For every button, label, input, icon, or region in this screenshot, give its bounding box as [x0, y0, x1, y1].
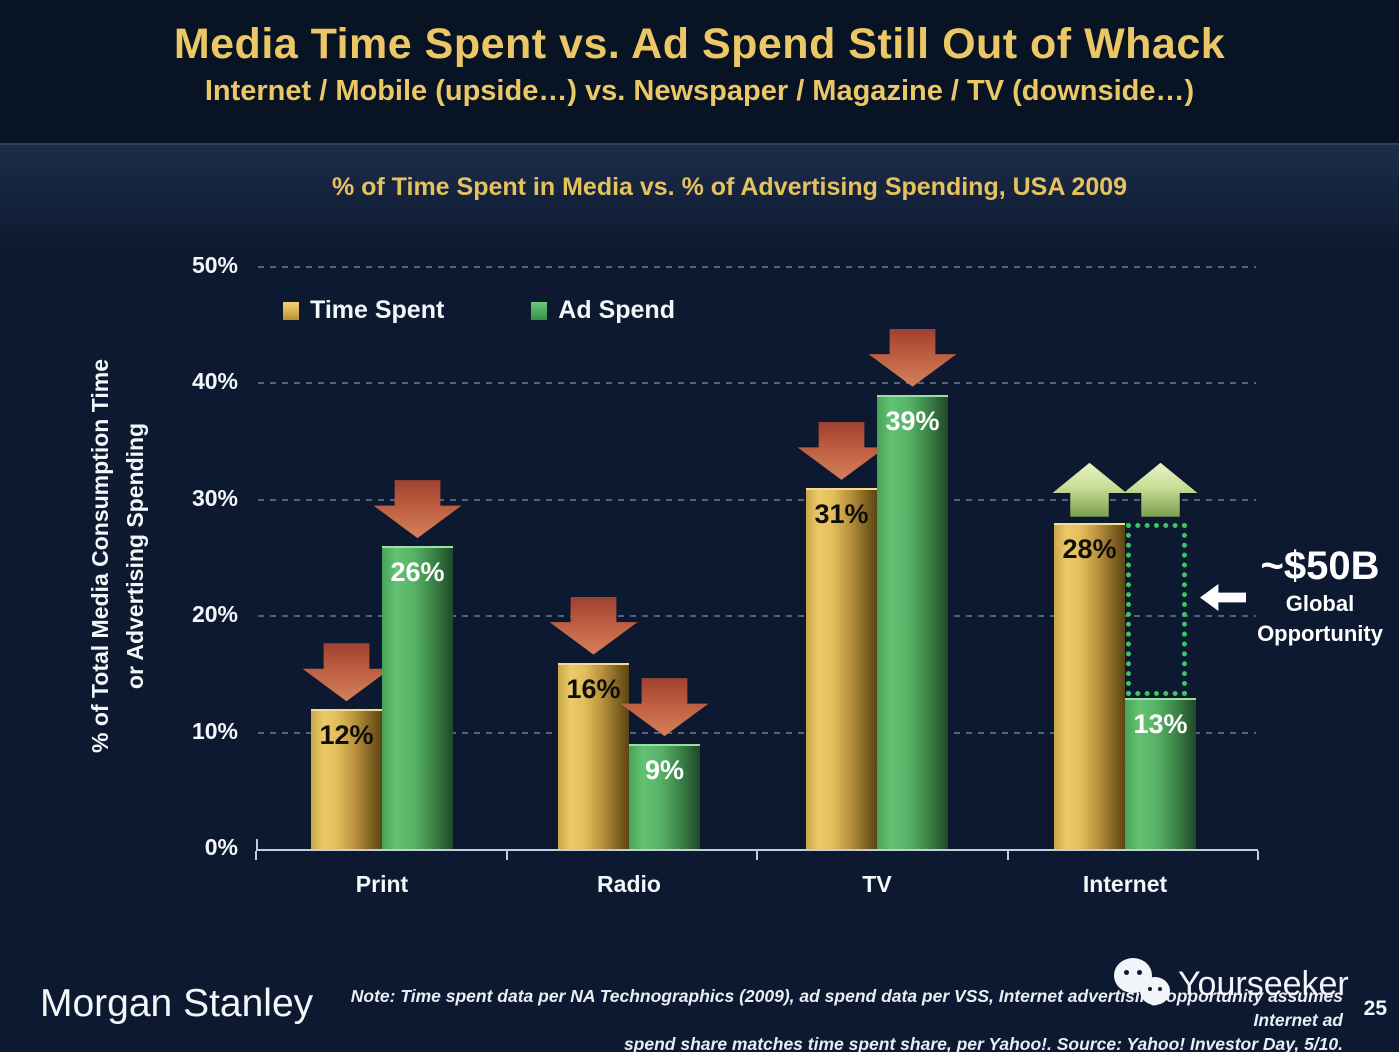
- gridline-40: [258, 382, 1256, 384]
- bar-value-label-tv-ad-spend: 39%: [885, 405, 940, 436]
- opportunity-gap-box: [1126, 522, 1187, 696]
- chart-legend: Time Spent Ad Spend: [283, 296, 675, 325]
- slide-subtitle: Internet / Mobile (upside…) vs. Newspape…: [204, 75, 1195, 107]
- bar-value-label-radio-time-spent: 16%: [566, 673, 621, 704]
- x-axis-tick-4: [1257, 851, 1259, 860]
- slide-title: Media Time Spent vs. Ad Spend Still Out …: [173, 20, 1226, 68]
- legend-item-ad-spend: Ad Spend: [531, 296, 675, 325]
- down-arrow-icon-tv-ad-spend: [868, 328, 957, 387]
- bar-value-label-internet-ad-spend: 13%: [1133, 708, 1188, 739]
- y-tick-label-20: 20%: [191, 601, 238, 627]
- gridline-10: [258, 731, 1256, 734]
- opportunity-annotation: ~$50B Global Opportunity: [1240, 543, 1399, 649]
- x-axis-tick-1: [505, 851, 508, 860]
- legend-label-time-spent: Time Spent: [310, 296, 445, 324]
- bar-print-time-spent: 12%: [311, 709, 382, 849]
- footnote-line2: spend share matches time spent share, pe…: [623, 1034, 1343, 1052]
- legend-swatch-time-spent-icon: [283, 301, 299, 320]
- watermark-text: Yourseeker: [1178, 964, 1349, 1003]
- category-label-print: Print: [355, 871, 409, 897]
- header: Media Time Spent vs. Ad Spend Still Out …: [0, 0, 1399, 145]
- down-arrow-icon-radio-ad-spend: [620, 678, 709, 737]
- bar-tv-ad-spend: 39%: [877, 394, 948, 849]
- legend-swatch-ad-spend-icon: [531, 301, 548, 320]
- x-axis-tick-0: [255, 851, 257, 860]
- opportunity-value: ~$50B: [1260, 544, 1380, 588]
- gridline-50: [258, 265, 1256, 268]
- footnote: Note: Time spent data per NA Technograph…: [283, 984, 1343, 1052]
- bar-internet-ad-spend: 13%: [1125, 697, 1196, 849]
- bar-radio-ad-spend: 9%: [629, 744, 700, 849]
- y-tick-label-40: 40%: [191, 368, 238, 394]
- wechat-icon: [1112, 956, 1174, 1012]
- bar-radio-time-spent: 16%: [558, 662, 629, 849]
- x-axis-tick-2: [756, 851, 758, 860]
- y-tick-label-30: 30%: [191, 484, 238, 511]
- legend-item-time-spent: Time Spent: [283, 296, 444, 325]
- bar-value-label-radio-ad-spend: 9%: [644, 755, 685, 786]
- down-arrow-icon-tv-time-spent: [797, 421, 886, 480]
- bar-value-label-print-ad-spend: 26%: [390, 557, 445, 588]
- y-tick-label-10: 10%: [191, 717, 238, 744]
- x-axis-tick-3: [1006, 851, 1009, 860]
- footnote-line1: Note: Time spent data per NA Technograph…: [350, 986, 1343, 1030]
- page-number: 25: [1363, 997, 1387, 1020]
- bar-value-label-print-time-spent: 12%: [319, 720, 374, 751]
- watermark: Yourseeker: [1112, 956, 1349, 1012]
- gridline-30: [258, 498, 1256, 501]
- up-arrow-icon-internet-time-spent: [1052, 462, 1127, 517]
- legend-label-ad-spend: Ad Spend: [558, 296, 675, 324]
- down-arrow-icon-print-time-spent: [302, 643, 391, 702]
- down-arrow-icon-print-ad-spend: [373, 480, 462, 539]
- x-axis-start-tick: [256, 839, 258, 849]
- x-axis-line: [256, 849, 1258, 851]
- down-arrow-icon-radio-time-spent: [549, 596, 638, 655]
- bar-tv-time-spent: 31%: [806, 487, 877, 849]
- chart-title: % of Time Spent in Media vs. % of Advert…: [331, 173, 1128, 201]
- opportunity-label-line2: Opportunity: [1257, 621, 1383, 646]
- opportunity-label-line1: Global: [1285, 591, 1355, 616]
- gridline-20: [258, 615, 1256, 617]
- morgan-stanley-logo: Morgan Stanley: [40, 982, 314, 1025]
- bar-internet-time-spent: 28%: [1054, 522, 1125, 849]
- bar-value-label-tv-time-spent: 31%: [814, 498, 869, 529]
- category-label-tv: TV: [862, 871, 892, 897]
- up-arrow-icon-internet-ad-spend: [1123, 462, 1198, 517]
- bar-print-ad-spend: 26%: [382, 546, 453, 849]
- category-label-radio: Radio: [597, 871, 661, 897]
- y-tick-label-50: 50%: [191, 251, 238, 278]
- category-label-internet: Internet: [1082, 871, 1168, 897]
- y-tick-label-0: 0%: [204, 834, 238, 860]
- bar-value-label-internet-time-spent: 28%: [1062, 533, 1117, 564]
